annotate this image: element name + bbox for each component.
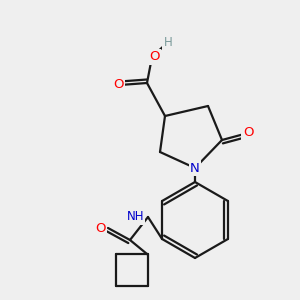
Text: H: H [164,35,172,49]
Text: N: N [190,161,200,175]
Text: O: O [113,79,123,92]
Text: O: O [243,127,253,140]
Text: O: O [95,221,106,235]
Text: NH: NH [127,211,144,224]
Text: O: O [149,50,159,64]
